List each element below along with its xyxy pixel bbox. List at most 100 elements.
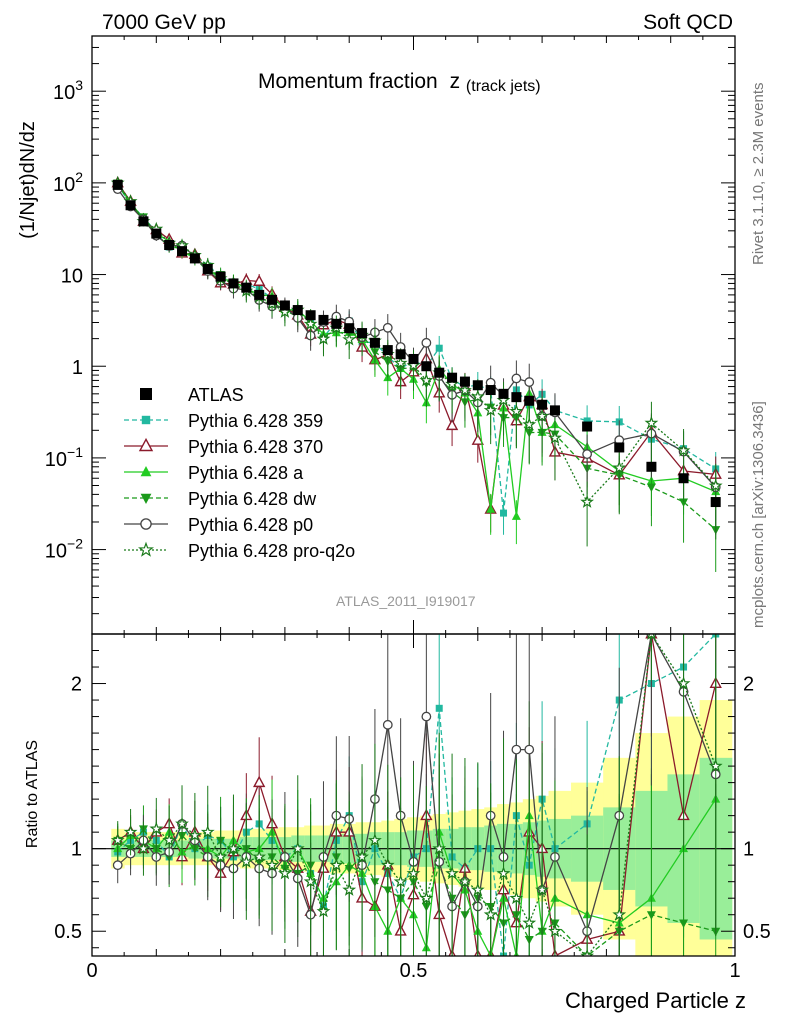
ratio-point [380, 857, 395, 872]
atlas-data-point [498, 388, 509, 399]
atlas-data-point [215, 271, 226, 282]
legend-label: Pythia 6.428 dw [188, 489, 317, 509]
ratio-point [470, 882, 485, 896]
main-point [382, 322, 393, 333]
plot-title: Momentum fraction z (track jets) [258, 70, 541, 95]
main-point [522, 417, 537, 431]
tick-base: 10 [45, 541, 67, 563]
main-y-tick-label: 10−1 [45, 444, 83, 471]
main-point [471, 433, 484, 445]
main-point [303, 316, 318, 330]
tick-exponent: 2 [75, 169, 83, 185]
plot-title-symbol: z [450, 70, 461, 93]
ratio-point [458, 874, 472, 888]
tick-exponent: 3 [75, 77, 83, 93]
plot-title-subscript: (track jets) [466, 78, 541, 95]
main-point [316, 331, 331, 345]
atlas-data-point [357, 328, 368, 339]
ratio-point [509, 890, 524, 905]
x-axis-label: Charged Particle z [565, 988, 746, 1013]
atlas-data-point [177, 246, 188, 257]
ratio-point [187, 828, 202, 842]
legend-label: Pythia 6.428 pro-q2o [188, 541, 355, 561]
analysis-tag: ATLAS_2011_I919017 [336, 593, 476, 609]
main-point [419, 373, 434, 387]
atlas-data-point [331, 318, 342, 329]
ratio-point [511, 744, 522, 755]
atlas-data-point [472, 380, 483, 391]
main-point [511, 373, 522, 384]
ratio-point [252, 849, 267, 863]
legend-item: Pythia 6.428 370 [124, 437, 323, 457]
legend-label: Pythia 6.428 a [188, 463, 304, 483]
ratio-point [535, 882, 550, 896]
ratio-point [149, 821, 164, 835]
ratio-point [419, 890, 434, 905]
ratio-point [253, 775, 266, 788]
main-point [524, 377, 535, 387]
legend-marker [138, 541, 154, 557]
main-y-tick-label: 10−2 [45, 536, 83, 563]
atlas-data-point [138, 216, 149, 227]
ratio-point [175, 816, 189, 830]
tick-exponent: −2 [67, 536, 83, 552]
main-y-tick-label: 102 [53, 169, 83, 196]
tick-base: 10 [53, 82, 75, 104]
main-point [548, 430, 562, 444]
ratio-point [123, 824, 138, 839]
atlas-data-point [318, 314, 329, 325]
main-series-line-5 [117, 188, 717, 488]
ratio-point [435, 704, 443, 712]
ratio-point [136, 841, 151, 855]
main-point [612, 460, 627, 474]
atlas-data-point [305, 310, 316, 321]
legend-item: Pythia 6.428 p0 [124, 515, 313, 535]
main-point [421, 337, 432, 348]
atlas-data-point [344, 323, 355, 334]
rivet-version-label: Rivet 3.1.10, ≥ 2.3M events [750, 83, 767, 266]
atlas-data-point [395, 349, 406, 360]
legend-item: Pythia 6.428 a [124, 463, 304, 483]
legend-item: Pythia 6.428 359 [124, 411, 323, 431]
ratio-series-line-4 [117, 827, 716, 956]
ratio-point [483, 907, 498, 921]
legend-item: Pythia 6.428 dw [124, 489, 317, 509]
mcplots-label: mcplots.cern.ch [arXiv:1306.3436] [750, 401, 767, 628]
legend-item: ATLAS [140, 385, 244, 405]
atlas-data-point [112, 179, 123, 190]
atlas-data-point [151, 228, 162, 239]
main-point [435, 344, 443, 352]
tick-exponent: −1 [67, 444, 83, 460]
main-point [470, 389, 485, 403]
main-point [253, 274, 266, 286]
ratio-point [406, 866, 421, 880]
ratio-series-line-3 [117, 798, 717, 956]
atlas-data-point [125, 200, 136, 211]
ratio-point [329, 857, 344, 872]
ratio-series-line-1 [117, 634, 717, 956]
main-point [500, 509, 508, 517]
atlas-data-point [549, 405, 560, 416]
legend-label: Pythia 6.428 370 [188, 437, 323, 457]
main-series-line-2 [117, 182, 716, 510]
plot-title-text: Momentum fraction [258, 70, 438, 93]
atlas-data-point [614, 442, 625, 453]
legend-item: Pythia 6.428 pro-q2o [124, 541, 355, 561]
atlas-data-point [267, 294, 278, 305]
ratio-series-line-6 [117, 634, 717, 956]
atlas-data-point [537, 399, 548, 410]
ratio-point [303, 874, 318, 888]
x-tick-label: 0 [86, 960, 97, 982]
ratio-point [676, 676, 691, 690]
atlas-data-point [292, 305, 303, 316]
ratio-y-tick-label-right: 0.5 [743, 921, 771, 943]
main-y-tick-label: 1 [72, 357, 83, 379]
atlas-data-point [459, 376, 470, 387]
atlas-data-point [408, 353, 419, 364]
legend-marker [138, 437, 154, 452]
ratio-point [646, 911, 656, 920]
main-point [583, 417, 591, 425]
ratio-point [112, 860, 123, 871]
ratio-point [162, 833, 177, 847]
